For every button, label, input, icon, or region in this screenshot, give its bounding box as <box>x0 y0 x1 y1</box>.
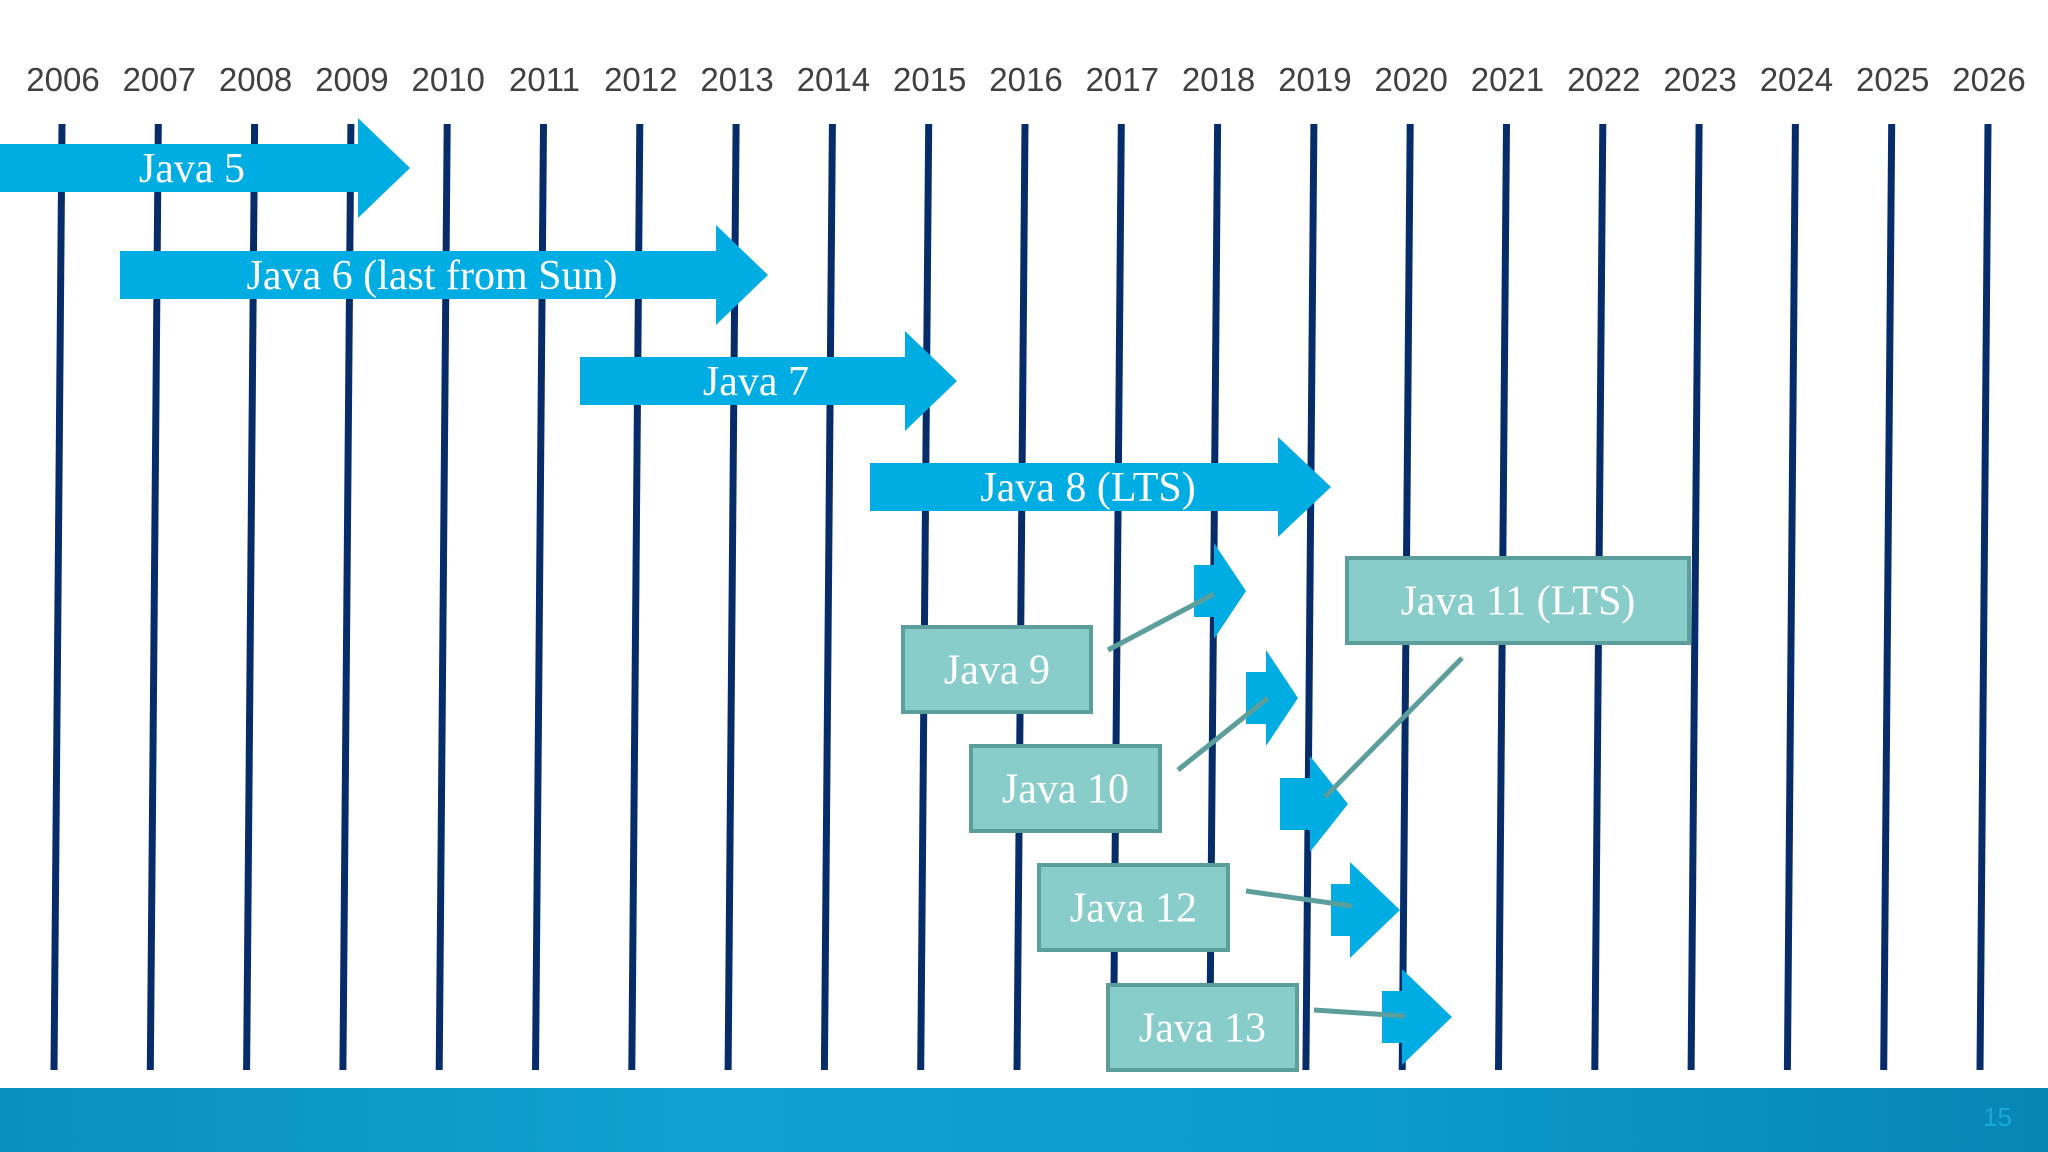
gridline-2026 <box>1976 123 1992 1071</box>
java-13-arrow <box>1382 969 1452 1065</box>
java-9-label: Java 9 <box>944 648 1050 694</box>
java-12-label: Java 12 <box>1070 886 1197 932</box>
year-label-2016: 2016 <box>989 61 1062 98</box>
gridline-2024 <box>1783 123 1799 1071</box>
year-label-2017: 2017 <box>1086 61 1159 98</box>
java-11-connector <box>1323 656 1464 799</box>
year-label-2010: 2010 <box>411 61 484 98</box>
release-callouts: Java 9 Java 10 Java 11 (LTS) Java 12 Java 13 <box>901 556 1691 1072</box>
slide-number: 15 <box>1983 1102 2012 1132</box>
java-11-callout: Java 11 (LTS) <box>1345 556 1691 645</box>
java-7-label: Java 7 <box>703 359 809 405</box>
year-label-2026: 2026 <box>1952 61 2025 98</box>
year-label-2013: 2013 <box>700 61 773 98</box>
year-label-2019: 2019 <box>1278 61 1351 98</box>
short-release-arrows <box>1194 543 1452 1065</box>
year-label-2024: 2024 <box>1760 61 1833 98</box>
java-10-callout-box <box>969 744 1162 833</box>
java-10-callout: Java 10 <box>969 744 1162 833</box>
java-13-callout: Java 13 <box>1106 983 1299 1072</box>
year-label-2021: 2021 <box>1471 61 1544 98</box>
gridline-2025 <box>1880 123 1896 1071</box>
year-label-2020: 2020 <box>1374 61 1447 98</box>
java-10-arrow <box>1246 650 1298 746</box>
year-label-2018: 2018 <box>1182 61 1255 98</box>
gridline-2023 <box>1687 123 1703 1071</box>
java-8-arrow <box>870 437 1331 537</box>
gridline-2015 <box>917 123 933 1071</box>
gridline-2016 <box>1013 123 1029 1071</box>
gridline-2006 <box>50 123 66 1071</box>
year-label-2007: 2007 <box>123 61 196 98</box>
java-5-arrow <box>0 118 410 218</box>
java-11-callout-box <box>1345 556 1691 645</box>
java-13-connector <box>1313 1007 1406 1019</box>
gridline-2014 <box>820 123 836 1071</box>
java-7-arrow <box>580 331 957 431</box>
java-13-label: Java 13 <box>1139 1006 1266 1052</box>
java-12-connector <box>1245 888 1353 909</box>
java-12-arrow <box>1331 862 1400 958</box>
year-label-2012: 2012 <box>604 61 677 98</box>
java-6-label: Java 6 (last from Sun) <box>247 253 618 299</box>
year-label-2014: 2014 <box>797 61 870 98</box>
java-9-callout: Java 9 <box>901 625 1093 714</box>
year-label-2011: 2011 <box>509 61 580 98</box>
year-label-2009: 2009 <box>315 61 388 98</box>
java-11-arrow <box>1280 756 1348 852</box>
java-12-callout: Java 12 <box>1037 863 1230 952</box>
year-label-2006: 2006 <box>26 61 99 98</box>
year-label-2008: 2008 <box>219 61 292 98</box>
java-5-label: Java 5 <box>139 146 245 192</box>
java-11-label: Java 11 (LTS) <box>1401 579 1636 625</box>
java-13-callout-box <box>1106 983 1299 1072</box>
java-9-arrow <box>1194 543 1246 639</box>
year-labels: 2006 2007 2008 2009 2010 2011 2012 2013 2014 2015… <box>26 61 2025 98</box>
java-9-callout-box <box>901 625 1093 714</box>
callout-connectors <box>1106 591 1464 1019</box>
year-label-2022: 2022 <box>1567 61 1640 98</box>
year-label-2015: 2015 <box>893 61 966 98</box>
java-8-label: Java 8 (LTS) <box>980 465 1195 511</box>
long-release-arrows: Java 5 Java 6 (last from Sun) Java 7 Java 8… <box>0 118 1331 537</box>
java-12-callout-box <box>1037 863 1230 952</box>
java-9-connector <box>1106 591 1216 653</box>
java-release-timeline: 2006 2007 2008 2009 2010 2011 2012 2013 2014 2015… <box>0 61 2026 1072</box>
footer-band: 15 <box>0 1088 2048 1152</box>
java-6-arrow <box>120 225 768 325</box>
year-label-2023: 2023 <box>1663 61 1736 98</box>
gridline-2019 <box>1302 123 1318 1071</box>
year-label-2025: 2025 <box>1856 61 1929 98</box>
java-10-label: Java 10 <box>1002 767 1129 813</box>
java-10-connector <box>1176 696 1270 772</box>
